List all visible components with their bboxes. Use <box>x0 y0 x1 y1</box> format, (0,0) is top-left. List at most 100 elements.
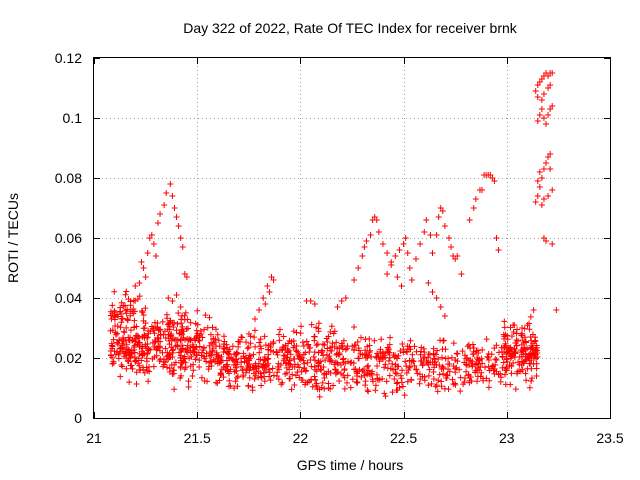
data-point <box>126 352 133 359</box>
axis-ticks: 21 21.5 22 22.5 23 23.5 0 0.02 0.04 0.06 0.08 0.1 0.… <box>55 50 624 446</box>
data-point <box>260 295 267 301</box>
data-points <box>107 70 560 400</box>
data-point <box>416 380 423 387</box>
data-point <box>375 229 382 235</box>
data-point <box>298 368 305 375</box>
data-point <box>224 367 231 374</box>
data-point <box>457 388 464 395</box>
data-point <box>223 362 230 369</box>
data-point <box>479 360 486 367</box>
data-point <box>138 259 145 265</box>
data-point <box>433 362 440 369</box>
data-point <box>322 357 329 364</box>
data-point <box>179 312 186 319</box>
data-point <box>256 307 263 313</box>
data-point <box>108 352 115 359</box>
data-point <box>253 365 260 372</box>
data-point <box>177 235 184 241</box>
data-point <box>402 358 409 365</box>
data-point <box>413 366 420 373</box>
data-point <box>399 340 406 347</box>
data-point <box>234 383 241 390</box>
data-point <box>353 378 360 385</box>
data-point <box>436 371 443 378</box>
data-point <box>445 366 452 373</box>
data-point <box>183 345 190 352</box>
data-point <box>302 379 309 386</box>
data-point <box>440 370 447 377</box>
data-point <box>258 382 265 389</box>
data-point <box>203 358 210 365</box>
data-point <box>536 169 543 175</box>
data-point <box>456 366 463 373</box>
data-point <box>515 359 522 366</box>
data-point <box>505 345 512 352</box>
x-tick-label: 21 <box>86 430 102 446</box>
data-point <box>131 342 138 349</box>
data-point <box>117 304 124 311</box>
data-point <box>315 320 322 327</box>
data-point <box>351 277 358 283</box>
data-point <box>398 283 405 289</box>
data-point <box>159 318 166 325</box>
data-point <box>161 328 168 335</box>
data-point <box>499 364 506 371</box>
data-point <box>450 340 457 347</box>
data-point <box>265 342 272 349</box>
data-point <box>166 326 173 333</box>
data-point <box>108 342 115 349</box>
data-point <box>308 321 315 328</box>
data-point <box>341 385 348 392</box>
data-point <box>426 366 433 373</box>
data-point <box>128 347 135 354</box>
data-point <box>199 334 206 341</box>
data-point <box>529 331 536 338</box>
data-point <box>432 383 439 390</box>
data-point <box>497 378 504 385</box>
data-point <box>264 356 271 363</box>
chart-title: Day 322 of 2022, Rate Of TEC Index for r… <box>183 20 518 36</box>
data-point <box>528 365 535 372</box>
data-point <box>540 91 547 97</box>
data-point <box>201 326 208 333</box>
data-point <box>231 385 238 392</box>
data-point <box>511 354 518 361</box>
data-point <box>111 288 118 295</box>
data-point <box>226 355 233 362</box>
data-point <box>233 351 240 358</box>
data-point <box>232 378 239 385</box>
data-point <box>340 337 347 344</box>
data-point <box>110 336 117 343</box>
data-point <box>434 347 441 354</box>
data-point <box>252 343 259 350</box>
data-point <box>111 307 118 314</box>
data-point <box>257 370 264 377</box>
data-point <box>162 345 169 352</box>
data-point <box>118 319 125 326</box>
data-point <box>485 363 492 370</box>
data-point <box>534 193 541 199</box>
data-point <box>338 298 345 304</box>
data-point <box>170 346 177 353</box>
data-point <box>418 357 425 364</box>
data-point <box>114 330 121 337</box>
data-point <box>437 304 444 310</box>
data-point <box>175 223 182 229</box>
data-point <box>413 348 420 355</box>
data-point <box>395 352 402 359</box>
data-point <box>220 333 227 340</box>
data-point <box>533 355 540 362</box>
data-point <box>258 345 265 352</box>
data-point <box>142 305 149 312</box>
data-point <box>420 345 427 352</box>
data-point <box>384 348 391 355</box>
data-point <box>425 382 432 389</box>
data-point <box>162 334 169 341</box>
data-point <box>540 115 547 121</box>
data-point <box>300 351 307 358</box>
data-point <box>375 354 382 361</box>
data-point <box>510 359 517 366</box>
data-point <box>399 367 406 374</box>
data-point <box>519 324 526 331</box>
